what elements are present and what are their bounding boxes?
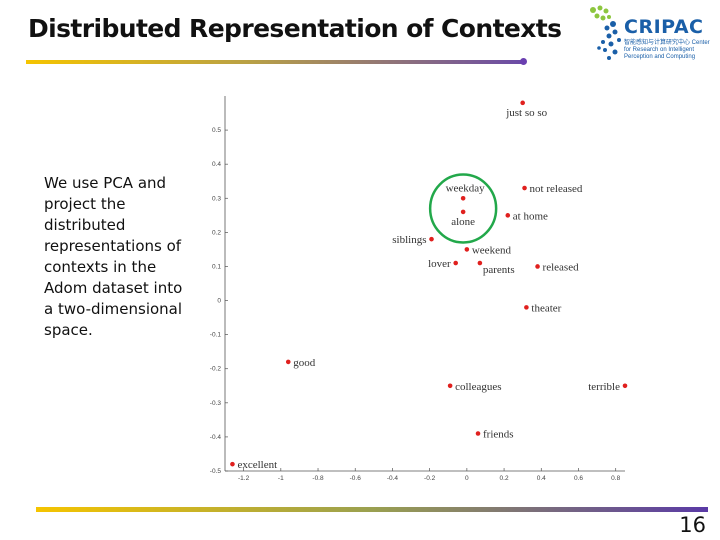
data-point xyxy=(522,185,527,191)
footer-rule xyxy=(36,507,708,512)
x-tick-label: 0.8 xyxy=(611,475,620,482)
y-tick-label: -0.2 xyxy=(210,366,222,373)
y-tick-label: -0.5 xyxy=(210,468,222,475)
title-underline xyxy=(26,60,526,64)
ticks: -0.5 -0.4 -0.3 -0.2 -0.1 0 0.1 0.2 0.3 0.4 0.5 -1.2… xyxy=(210,127,621,482)
data-point xyxy=(230,461,235,467)
data-point xyxy=(524,305,529,310)
y-tick-label: 0.5 xyxy=(212,127,221,134)
data-point xyxy=(460,195,466,201)
x-tick-label: -1.2 xyxy=(238,475,250,482)
data-point xyxy=(453,260,458,266)
x-tick-label: 0.4 xyxy=(537,475,546,482)
x-tick-label: 0.6 xyxy=(574,475,583,482)
x-tick-label: -0.6 xyxy=(350,475,362,482)
point-label: good xyxy=(293,357,316,369)
data-point xyxy=(429,236,434,242)
data-point xyxy=(477,260,483,266)
data-point xyxy=(447,383,453,389)
data-point xyxy=(285,359,291,365)
point-label: friends xyxy=(483,429,514,441)
data-points: just so so not released weekday alone at hom… xyxy=(230,100,628,471)
point-label: released xyxy=(543,261,580,273)
title-underline-dot xyxy=(520,58,527,65)
point-label: at home xyxy=(513,210,548,222)
point-label: excellent xyxy=(237,459,277,471)
data-point xyxy=(460,209,466,215)
y-tick-label: -0.3 xyxy=(210,400,222,407)
highlight-circle xyxy=(428,173,498,244)
data-point xyxy=(464,247,470,252)
point-label: lover xyxy=(428,258,451,270)
x-tick-label: -1 xyxy=(278,475,284,482)
x-tick-label: -0.2 xyxy=(424,475,436,482)
y-tick-label: 0 xyxy=(217,298,221,305)
y-tick-label: 0.1 xyxy=(212,263,221,270)
y-tick-label: -0.4 xyxy=(210,434,222,441)
x-tick-label: 0 xyxy=(465,475,469,482)
x-tick-label: -0.8 xyxy=(312,475,324,482)
axes xyxy=(224,96,625,472)
point-label: weekday xyxy=(446,182,486,194)
cripac-logo-icon xyxy=(590,5,621,60)
point-label: siblings xyxy=(392,234,426,246)
point-label: alone xyxy=(451,216,475,228)
description-text: We use PCA and project the distributed r… xyxy=(44,174,183,339)
y-tick-label: 0.3 xyxy=(212,195,221,202)
x-tick-label: 0.2 xyxy=(500,475,509,482)
point-label: theater xyxy=(531,302,561,314)
pca-scatter-plot: -0.5 -0.4 -0.3 -0.2 -0.1 0 0.1 0.2 0.3 0.4 0.5 -1.2… xyxy=(210,96,628,482)
y-tick-label: 0.4 xyxy=(212,161,221,168)
y-tick-label: 0.2 xyxy=(212,229,221,236)
logo-name: CRIPAC xyxy=(624,16,704,38)
data-point xyxy=(622,383,628,389)
point-label: colleagues xyxy=(455,381,501,393)
y-tick-label: -0.1 xyxy=(210,332,222,339)
data-point xyxy=(475,431,481,436)
data-point xyxy=(520,100,525,106)
logo-subtitle: 智能感知与计算研究中心 Center for Research on Intel… xyxy=(624,40,710,60)
x-tick-label: -0.4 xyxy=(387,475,399,482)
data-point xyxy=(505,213,511,218)
page-number: 16 xyxy=(679,513,706,537)
data-point xyxy=(535,264,540,269)
point-label: parents xyxy=(483,264,515,276)
slide-title: Distributed Representation of Contexts xyxy=(28,14,562,43)
point-label: terrible xyxy=(588,381,620,393)
point-label: just so so xyxy=(505,107,547,119)
point-label: weekend xyxy=(472,244,512,256)
point-label: not released xyxy=(530,183,583,195)
